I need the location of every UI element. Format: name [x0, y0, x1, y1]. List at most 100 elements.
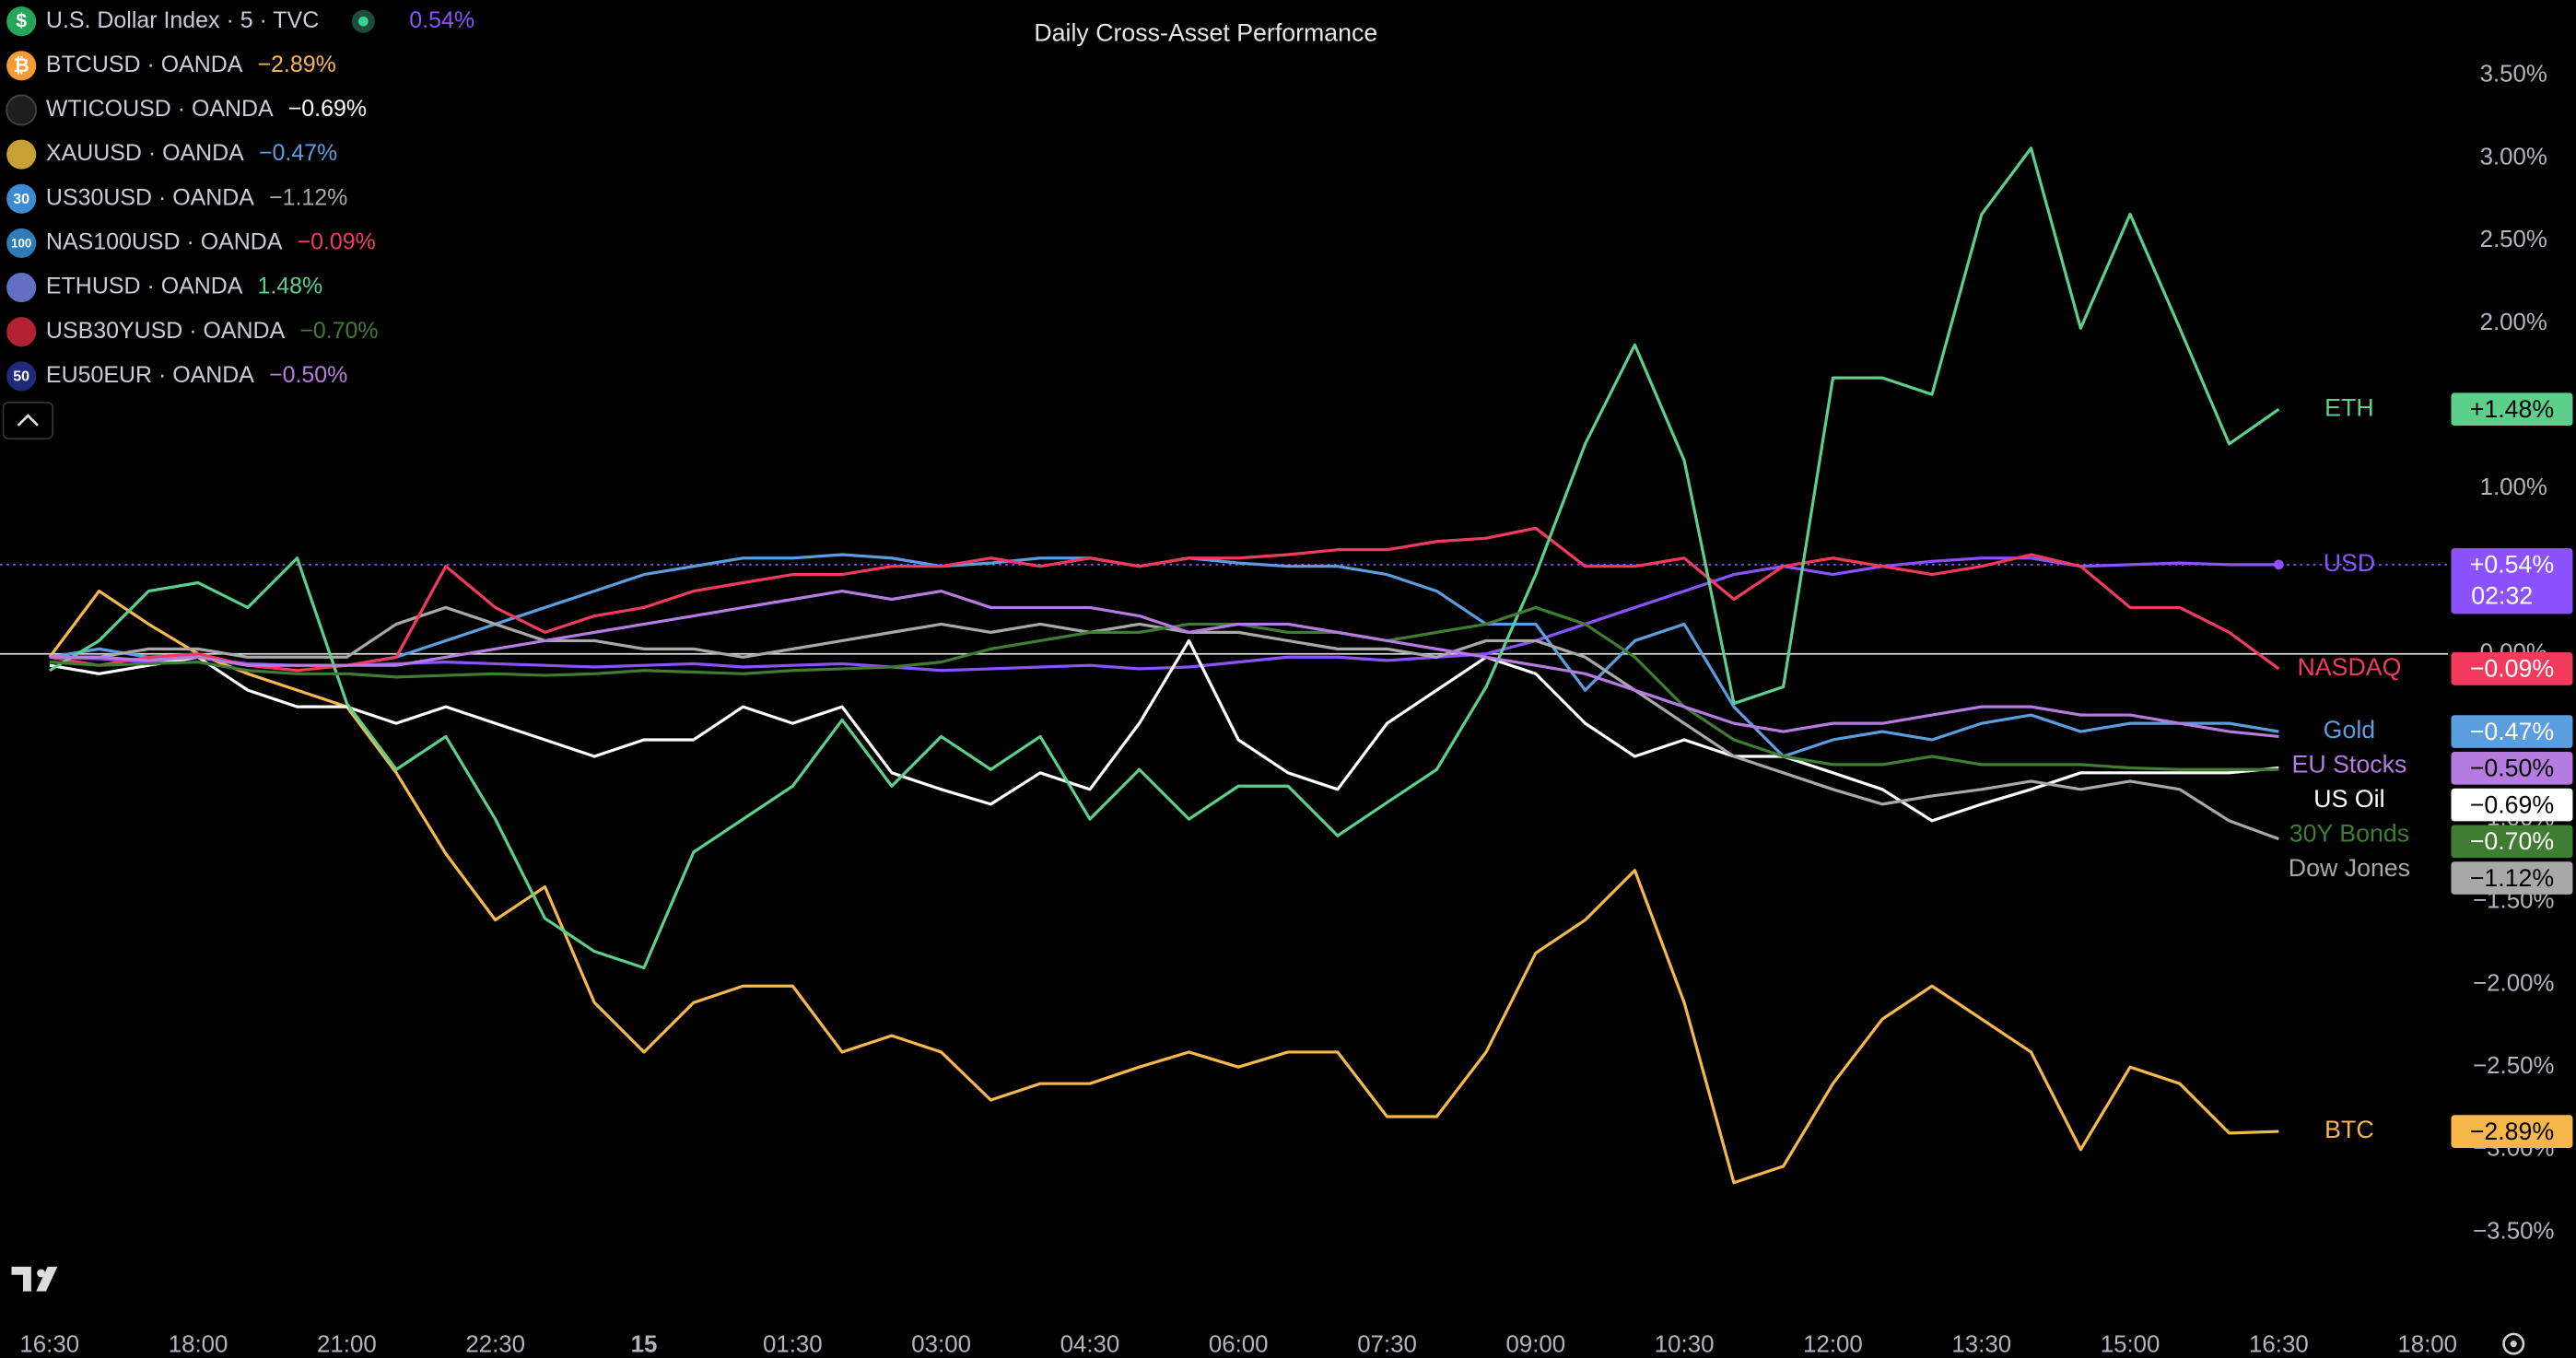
legend-name: WTICOUSD · OANDA: [46, 96, 274, 122]
gear-center[interactable]: [2510, 1340, 2517, 1348]
price-box: [2451, 392, 2573, 427]
plot: [0, 146, 2448, 1185]
series-name: Dow Jones: [2289, 854, 2410, 882]
legend-value: −0.50%: [269, 362, 347, 388]
status-dot-core: [358, 16, 369, 27]
series-name: US Oil: [2313, 785, 2384, 813]
y-tick-label: 3.50%: [2480, 62, 2547, 88]
price-box: [2451, 715, 2573, 748]
series-line: [49, 589, 2279, 739]
x-tick-label: 06:00: [1209, 1331, 1269, 1357]
series-name: ETH: [2324, 393, 2373, 421]
y-tick-label: 4.00%: [2480, 0, 2547, 5]
x-tick-label: 09:00: [1506, 1331, 1566, 1357]
y-tick-label: −2.50%: [2473, 1053, 2554, 1079]
price-box-label: −0.09%: [2470, 655, 2554, 683]
legend-value: 0.54%: [409, 7, 474, 33]
price-box-label: −0.50%: [2470, 755, 2554, 782]
series-name: NASDAQ: [2297, 653, 2401, 681]
legend-value: −0.69%: [288, 96, 367, 122]
x-tick-label: 07:30: [1357, 1331, 1417, 1357]
series-line: [49, 638, 2279, 823]
legend-icon: [6, 361, 37, 392]
price-box-label: −0.69%: [2470, 790, 2554, 818]
x-tick-label: 16:30: [19, 1331, 79, 1357]
x-tick-label: 18:00: [169, 1331, 228, 1357]
legend-icon: [6, 317, 37, 347]
legend-icon: [6, 139, 37, 170]
legend-badge: ₿: [13, 54, 29, 76]
legend-icon: [6, 51, 37, 81]
price-box-label: −1.12%: [2470, 864, 2554, 892]
series-line: [49, 526, 2280, 673]
price-box: [2451, 1115, 2573, 1148]
x-tick-label: 16:30: [2249, 1331, 2309, 1357]
legend-icon: [6, 228, 37, 258]
x-tick-label: 10:30: [1655, 1331, 1715, 1357]
legend-name: U.S. Dollar Index · 5 · TVC: [46, 7, 319, 33]
labels: +1.48% ETH +0.54% 02:32 USD −0.09% NASDAQ −0.47…: [6, 6, 2573, 1148]
x-tick-label: 15:00: [2101, 1331, 2160, 1357]
settings[interactable]: [2502, 1332, 2525, 1355]
collapse-button[interactable]: [2, 402, 53, 440]
x-tick-label: 22:30: [465, 1331, 525, 1357]
y-tick-label: 2.00%: [2480, 310, 2547, 335]
legend-value: −0.09%: [298, 229, 376, 255]
x-tick-label: 21:00: [317, 1331, 377, 1357]
chevron[interactable]: [17, 414, 39, 427]
legend-icon: [6, 183, 37, 214]
legend-value: −0.47%: [259, 140, 337, 166]
legend-value: −1.12%: [269, 184, 347, 210]
logo-shape: [11, 1266, 58, 1292]
price-box: [2451, 861, 2573, 895]
legend-value: −0.70%: [299, 318, 378, 344]
legend-icon: [6, 273, 37, 303]
legend-name: ETHUSD · OANDA: [46, 274, 243, 299]
x-tick-label: 12:00: [1803, 1331, 1863, 1357]
x-tick-label: 15: [631, 1331, 658, 1357]
series-line: [48, 589, 2279, 1185]
logo-dot: [37, 1269, 46, 1278]
legend-icon: [6, 6, 37, 37]
series-line: [49, 605, 2279, 771]
countdown: 02:32: [2471, 582, 2533, 610]
series-line: [49, 146, 2280, 970]
legend-name: USB30YUSD · OANDA: [46, 318, 286, 344]
y-tick-label: 2.50%: [2480, 227, 2547, 252]
price-box-label: −0.47%: [2470, 718, 2554, 745]
legend-badge: 100: [11, 236, 31, 250]
series-name: Gold: [2324, 716, 2375, 743]
legend-value: −2.89%: [257, 52, 335, 77]
legend-value: 1.48%: [257, 274, 322, 299]
price-box: [2451, 825, 2573, 859]
y-tick-label: −2.00%: [2473, 970, 2554, 996]
y-tick-label: 1.00%: [2480, 474, 2547, 500]
y-tick-label: −3.50%: [2473, 1218, 2554, 1244]
legend-name: BTCUSD · OANDA: [46, 52, 243, 77]
x-tick-label: 01:30: [763, 1331, 823, 1357]
legend-name: NAS100USD · OANDA: [46, 229, 283, 255]
x-tick-label: 03:00: [911, 1331, 971, 1357]
price-box-label: −2.89%: [2470, 1118, 2554, 1145]
x-tick-label: 13:30: [1951, 1331, 2011, 1357]
x-tick-label: 18:00: [2397, 1331, 2457, 1357]
price-box-label: −0.70%: [2470, 827, 2554, 855]
price-box: [2451, 548, 2573, 615]
last-point: [2274, 559, 2284, 570]
series-name: USD: [2324, 549, 2375, 577]
legend-badge: 30: [13, 191, 29, 207]
button-frame[interactable]: [2, 402, 53, 440]
price-box: [2451, 788, 2573, 822]
series-name: BTC: [2324, 1116, 2373, 1143]
chart-title: Daily Cross-Asset Performance: [1034, 19, 1377, 47]
legend-icon: [6, 94, 38, 126]
gear[interactable]: [2502, 1332, 2525, 1355]
legend-badge: $: [16, 10, 27, 32]
x-tick-label: 04:30: [1060, 1331, 1120, 1357]
series-name: 30Y Bonds: [2289, 819, 2409, 847]
y-tick-label: 3.00%: [2480, 144, 2547, 170]
price-box-label: +0.54%: [2470, 551, 2554, 579]
